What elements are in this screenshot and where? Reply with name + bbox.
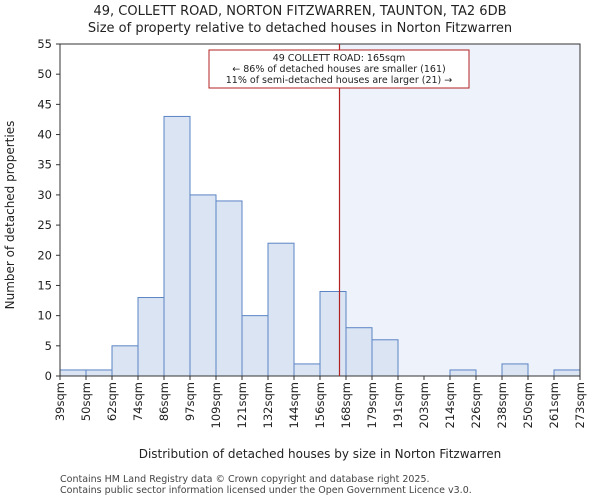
- y-tick-label: 10: [37, 309, 52, 323]
- chart-title: 49, COLLETT ROAD, NORTON FITZWARREN, TAU…: [93, 4, 507, 19]
- x-tick-label: 250sqm: [521, 382, 535, 428]
- bar: [449, 369, 477, 377]
- x-tick-label: 74sqm: [131, 382, 145, 421]
- y-tick-label: 40: [37, 128, 52, 142]
- footer-copyright: Contains HM Land Registry data © Crown c…: [60, 474, 430, 485]
- x-tick-label: 86sqm: [157, 382, 171, 421]
- bar: [501, 363, 529, 377]
- bar: [163, 115, 191, 377]
- x-tick-label: 39sqm: [53, 382, 67, 421]
- x-tick-label: 144sqm: [287, 382, 301, 428]
- x-tick-label: 179sqm: [365, 382, 379, 428]
- x-tick-label: 121sqm: [235, 382, 249, 428]
- bar: [189, 194, 217, 377]
- bar: [59, 369, 87, 377]
- annotation-line-2: ← 86% of detached houses are smaller (16…: [232, 64, 445, 75]
- y-tick-label: 15: [37, 278, 52, 292]
- x-tick-label: 50sqm: [79, 382, 93, 421]
- bar: [215, 200, 243, 377]
- x-tick-label: 226sqm: [469, 382, 483, 428]
- bar: [371, 339, 399, 377]
- x-axis-label: Distribution of detached houses by size …: [139, 447, 502, 461]
- bar: [293, 363, 321, 377]
- bar: [319, 290, 347, 377]
- annotation-line-3: 11% of semi-detached houses are larger (…: [226, 75, 453, 86]
- y-tick-label: 25: [37, 218, 52, 232]
- footer-licence: Contains public sector information licen…: [60, 485, 472, 496]
- x-tick-label: 156sqm: [313, 382, 327, 428]
- y-tick-label: 55: [37, 37, 52, 51]
- y-tick-label: 0: [45, 369, 52, 383]
- annotation-box: [208, 49, 470, 89]
- x-tick-label: 168sqm: [339, 382, 353, 428]
- y-axis-label: Number of detached properties: [3, 121, 17, 310]
- bar: [267, 242, 295, 377]
- y-tick-label: 30: [37, 188, 52, 202]
- y-tick-label: 35: [37, 158, 52, 172]
- annotation-line-1: 49 COLLETT ROAD: 165sqm: [273, 53, 406, 64]
- y-tick-label: 5: [45, 339, 52, 353]
- bar: [111, 345, 139, 377]
- x-tick-label: 97sqm: [183, 382, 197, 421]
- larger-region-shading: [339, 44, 580, 376]
- y-tick-label: 20: [37, 248, 52, 262]
- x-tick-label: 191sqm: [391, 382, 405, 428]
- x-tick-label: 238sqm: [495, 382, 509, 428]
- x-tick-label: 132sqm: [261, 382, 275, 428]
- bar: [137, 297, 165, 377]
- y-tick-label: 45: [37, 97, 52, 111]
- bar: [345, 327, 373, 377]
- x-tick-label: 261sqm: [547, 382, 561, 428]
- x-tick-label: 109sqm: [209, 382, 223, 428]
- x-tick-label: 273sqm: [573, 382, 587, 428]
- y-tick-label: 50: [37, 67, 52, 81]
- bar: [241, 315, 269, 377]
- x-tick-label: 203sqm: [417, 382, 431, 428]
- x-tick-label: 62sqm: [105, 382, 119, 421]
- x-tick-label: 214sqm: [443, 382, 457, 428]
- bar: [85, 369, 113, 377]
- bar: [553, 369, 581, 377]
- chart-subtitle: Size of property relative to detached ho…: [87, 21, 513, 36]
